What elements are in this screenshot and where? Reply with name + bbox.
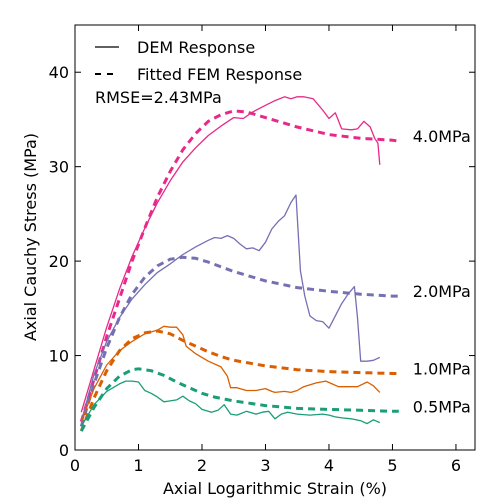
legend-label-fem: Fitted FEM Response (137, 65, 302, 84)
x-tick-label: 3 (260, 456, 270, 475)
fem-line-0.5MPa (81, 369, 399, 431)
legend: DEM Response Fitted FEM Response RMSE=2.… (95, 38, 302, 107)
legend-label-dem: DEM Response (137, 38, 255, 57)
x-tick-label: 5 (387, 456, 397, 475)
x-axis-label: Axial Logarithmic Strain (%) (163, 479, 387, 498)
y-axis-label: Axial Cauchy Stress (MPa) (21, 133, 40, 341)
y-tick-label: 30 (49, 158, 69, 177)
series-label-4.0MPa: 4.0MPa (413, 127, 471, 146)
rmse-annotation: RMSE=2.43MPa (95, 88, 222, 107)
series-label-0.5MPa: 0.5MPa (413, 397, 471, 416)
series-label-2.0MPa: 2.0MPa (413, 282, 471, 301)
x-tick-label: 4 (324, 456, 334, 475)
x-tick-label: 1 (133, 456, 143, 475)
x-tick-label: 0 (70, 456, 80, 475)
y-tick-label: 20 (49, 252, 69, 271)
x-tick-label: 6 (451, 456, 461, 475)
fem-line-4.0MPa (81, 111, 399, 422)
y-tick-label: 0 (59, 441, 69, 460)
series-labels: 4.0MPa 2.0MPa 1.0MPa 0.5MPa (413, 127, 471, 416)
y-tick-label: 40 (49, 63, 69, 82)
dem-line-4.0MPa (81, 97, 380, 412)
series-layer (81, 97, 399, 431)
series-label-1.0MPa: 1.0MPa (413, 360, 471, 379)
y-tick-label: 10 (49, 347, 69, 366)
x-tick-label: 2 (197, 456, 207, 475)
